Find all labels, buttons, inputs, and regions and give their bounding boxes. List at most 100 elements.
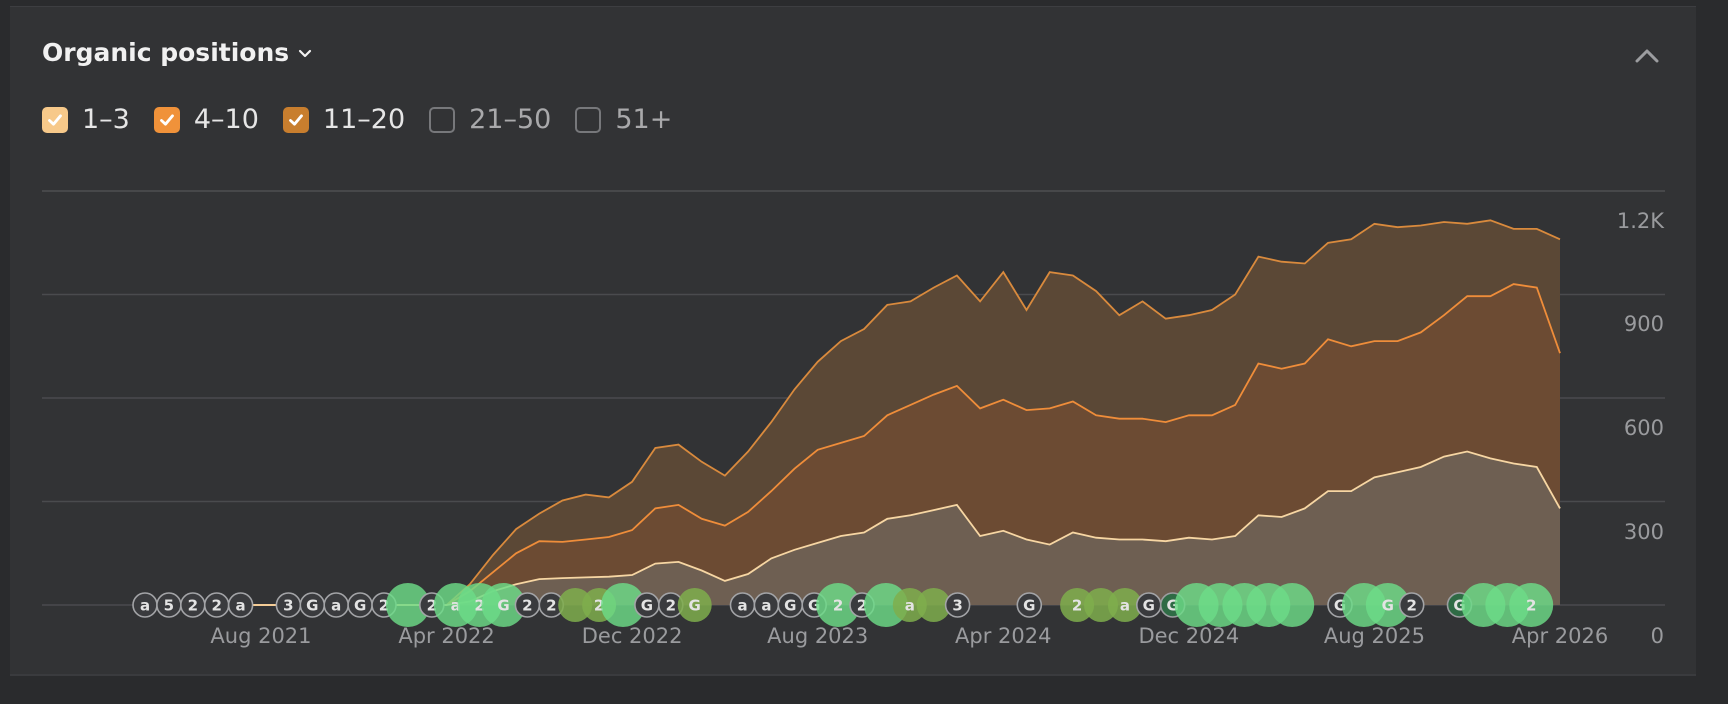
legend-label-21-50: 21–50 xyxy=(469,104,552,135)
marker-label: a xyxy=(737,597,747,615)
marker-circle xyxy=(1060,588,1095,622)
annotation-marker[interactable] xyxy=(385,583,430,627)
marker-circle xyxy=(385,583,430,627)
area-11-20 xyxy=(145,220,1560,606)
annotation-marker[interactable]: a xyxy=(892,588,927,622)
annotation-marker[interactable]: G xyxy=(1136,592,1162,618)
annotation-marker[interactable] xyxy=(558,588,593,622)
annotation-marker[interactable]: 2 xyxy=(1509,583,1554,627)
annotation-marker[interactable]: a xyxy=(227,592,254,618)
marker-label: a xyxy=(236,597,246,615)
annotation-marker[interactable]: a xyxy=(323,592,350,618)
marker-label: G xyxy=(306,597,318,615)
marker-label: 2 xyxy=(1072,597,1082,615)
marker-label: G xyxy=(1382,597,1394,615)
annotation-marker[interactable]: G xyxy=(677,588,712,622)
annotation-marker[interactable]: G xyxy=(1016,592,1043,618)
annotation-marker[interactable]: a xyxy=(753,592,780,618)
legend: 1–3 4–10 11–20 21–50 51+ xyxy=(42,104,672,135)
marker-circle xyxy=(677,588,712,622)
annotation-marker[interactable]: 2 xyxy=(180,592,206,618)
marker-label: 2 xyxy=(857,597,867,615)
marker-circle xyxy=(816,583,861,627)
marker-circle xyxy=(601,583,645,627)
area-4-10 xyxy=(145,284,1560,605)
x-tick-label: Aug 2023 xyxy=(767,624,868,648)
annotation-marker[interactable]: G xyxy=(1365,583,1410,627)
marker-label: a xyxy=(905,597,915,615)
annotation-marker[interactable]: 2 xyxy=(203,592,230,618)
checkbox-4-10[interactable] xyxy=(153,106,180,133)
marker-circle xyxy=(227,592,254,618)
collapse-chevron-up-icon[interactable] xyxy=(1630,40,1664,74)
annotation-marker[interactable]: a xyxy=(1107,588,1142,622)
marker-circle xyxy=(1084,588,1118,622)
marker-label: 2 xyxy=(211,597,221,615)
x-tick-label: Dec 2022 xyxy=(582,624,683,648)
area-1-3 xyxy=(145,451,1560,605)
marker-label: 3 xyxy=(283,597,293,615)
y-tick-label: 0 xyxy=(1651,624,1664,648)
panel-title: Organic positions xyxy=(42,38,290,67)
annotation-marker[interactable]: 2 xyxy=(1060,588,1095,622)
marker-label: a xyxy=(451,597,461,615)
marker-label: 2 xyxy=(427,597,437,615)
marker-circle xyxy=(892,588,927,622)
chevron-down-icon[interactable] xyxy=(297,45,313,61)
annotation-marker[interactable]: 5 xyxy=(156,592,182,618)
checkbox-1-3[interactable] xyxy=(42,106,68,133)
annotation-marker[interactable]: G xyxy=(299,592,326,618)
legend-item-4-10[interactable]: 4–10 xyxy=(153,104,259,135)
legend-item-21-50[interactable]: 21–50 xyxy=(429,104,551,135)
marker-label: 5 xyxy=(164,597,174,615)
annotation-marker[interactable]: G xyxy=(777,592,804,618)
marker-label: a xyxy=(331,597,341,615)
x-tick-label: Dec 2024 xyxy=(1138,624,1239,648)
annotation-marker[interactable]: 2 xyxy=(514,592,541,618)
marker-label: G xyxy=(1143,597,1155,615)
marker-circle xyxy=(944,592,971,618)
legend-item-51-plus[interactable]: 51+ xyxy=(575,104,672,135)
legend-label-4-10: 4–10 xyxy=(193,104,259,135)
annotation-marker[interactable] xyxy=(1270,583,1315,627)
annotation-marker[interactable]: G xyxy=(347,592,373,618)
marker-circle xyxy=(558,588,593,622)
checkbox-51-plus[interactable] xyxy=(575,106,602,133)
marker-circle xyxy=(1270,583,1315,627)
marker-label: G xyxy=(497,597,509,615)
annotation-marker[interactable] xyxy=(916,588,951,622)
marker-label: 2 xyxy=(1406,597,1416,615)
marker-label: G xyxy=(784,597,796,615)
marker-label: G xyxy=(354,597,366,615)
legend-item-11-20[interactable]: 11–20 xyxy=(282,104,406,135)
annotation-marker[interactable]: 3 xyxy=(275,592,302,618)
annotation-marker[interactable] xyxy=(1084,588,1118,622)
y-tick-label: 900 xyxy=(1624,312,1664,336)
marker-circle xyxy=(1365,583,1410,627)
marker-label: 2 xyxy=(666,597,676,615)
annotation-marker[interactable]: 3 xyxy=(944,592,971,618)
marker-label: 2 xyxy=(1526,597,1536,615)
annotation-marker[interactable]: 2 xyxy=(816,583,861,627)
x-tick-label: Apr 2022 xyxy=(398,624,494,648)
marker-label: 2 xyxy=(474,597,484,615)
annotation-marker[interactable]: G xyxy=(481,583,526,627)
marker-label: G xyxy=(689,597,701,615)
checkbox-21-50[interactable] xyxy=(429,106,456,133)
panel-header[interactable]: Organic positions xyxy=(42,38,313,67)
annotation-marker[interactable]: a xyxy=(729,592,756,618)
marker-circle xyxy=(481,583,526,627)
legend-item-1-3[interactable]: 1–3 xyxy=(42,104,130,135)
marker-label: 2 xyxy=(188,597,198,615)
marker-label: 2 xyxy=(546,597,556,615)
x-tick-label: Aug 2025 xyxy=(1324,624,1425,648)
annotation-marker[interactable]: G xyxy=(634,592,660,618)
marker-label: a xyxy=(1120,597,1130,615)
checkbox-11-20[interactable] xyxy=(282,106,309,133)
legend-label-11-20: 11–20 xyxy=(322,104,406,135)
x-tick-label: Aug 2021 xyxy=(210,624,311,648)
marker-label: a xyxy=(140,597,150,615)
annotation-marker[interactable]: 2 xyxy=(1398,592,1425,618)
annotation-marker[interactable] xyxy=(601,583,645,627)
annotation-marker[interactable]: a xyxy=(132,592,158,618)
